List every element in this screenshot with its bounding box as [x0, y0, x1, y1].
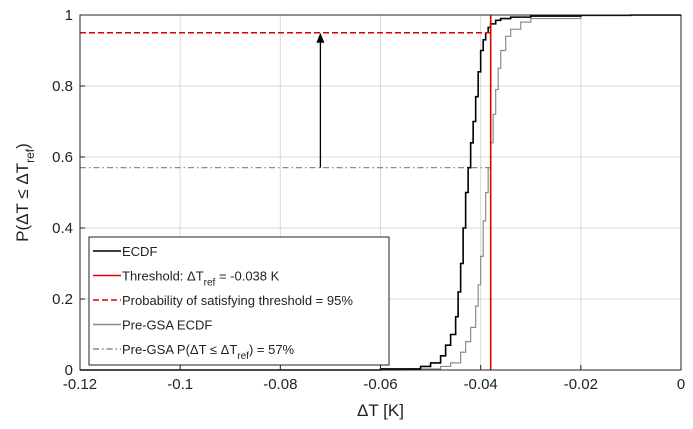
legend-box: [88, 236, 390, 366]
x-tick-label: -0.12: [63, 376, 97, 393]
y-tick-label: 0: [65, 362, 73, 379]
y-tick-label: 1: [65, 7, 73, 24]
legend-label: Pre-GSA ECDF: [122, 318, 212, 333]
axes: [79, 14, 682, 371]
y-tick-label: 0.4: [52, 220, 73, 237]
x-tick-label: 0: [677, 376, 685, 393]
tick-labels: -0.12 -0.1 -0.08 -0.06 -0.04 -0.02 0 0 0.2 0.4 0.6…: [52, 7, 685, 393]
series-pre-gsa-ecdf-line: [80, 14, 682, 371]
x-tick-label: -0.02: [564, 376, 598, 393]
annotation-arrow-head: [316, 32, 325, 43]
x-tick-label: -0.08: [263, 376, 297, 393]
legend: ECDF Threshold: ΔTref = -0.038 K Probabili…: [88, 236, 390, 366]
y-tick-label: 0.6: [52, 149, 73, 166]
x-tick-label: -0.04: [464, 376, 498, 393]
legend-label: ECDF: [122, 244, 157, 259]
y-axis-label: P(ΔT ≤ ΔTref): [13, 143, 37, 242]
y-tick-label: 0.8: [52, 78, 73, 95]
series-ecdf-line: [80, 14, 681, 371]
legend-label: Threshold: ΔTref = -0.038 K: [122, 269, 280, 289]
y-tick-label: 0.2: [52, 291, 73, 308]
legend-label: Probability of satisfying threshold = 95…: [122, 293, 353, 308]
x-tick-label: -0.1: [167, 376, 193, 393]
x-axis-label: ΔT [K]: [357, 401, 404, 420]
legend-label: Pre-GSA P(ΔT ≤ ΔTref) = 57%: [122, 342, 295, 362]
x-tick-label: -0.06: [363, 376, 397, 393]
series-layer: [80, 14, 682, 371]
